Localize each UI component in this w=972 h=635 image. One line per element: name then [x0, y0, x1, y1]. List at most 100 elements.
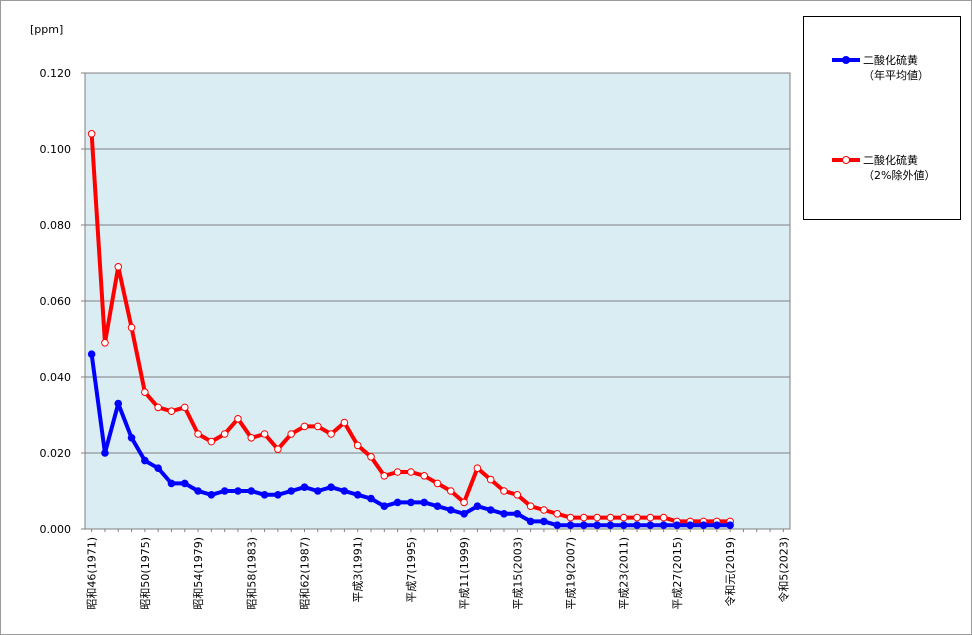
x-tick-label: 平成27(2015) — [671, 537, 684, 610]
legend-label-2pct-excluded-line2: （2%除外値） — [863, 169, 936, 182]
data-point — [367, 494, 375, 503]
data-point — [141, 388, 149, 397]
data-point — [393, 468, 402, 476]
data-point — [659, 513, 668, 522]
data-point — [420, 472, 428, 480]
x-tick-label: 令和元(2019) — [723, 537, 737, 607]
data-point — [699, 521, 708, 530]
data-point — [407, 498, 415, 507]
data-point — [127, 434, 136, 442]
legend-swatch-blue — [832, 56, 860, 64]
data-point — [327, 483, 335, 492]
y-tick-label: 0.120 — [40, 67, 72, 80]
x-tick-label: 令和5(2023) — [776, 537, 790, 603]
data-point — [141, 456, 149, 465]
data-point — [87, 350, 96, 359]
data-point — [420, 498, 428, 507]
data-point — [433, 502, 442, 511]
x-tick-label: 平成7(1995) — [405, 537, 418, 603]
data-point — [633, 521, 641, 530]
data-point — [540, 506, 548, 514]
data-point — [486, 475, 495, 484]
x-tick-label: 昭和54(1979) — [192, 537, 205, 610]
data-point — [313, 487, 322, 495]
data-point — [433, 479, 442, 488]
data-point — [659, 521, 668, 530]
legend-label-annual-mean-line2: （年平均値） — [863, 69, 929, 82]
data-point — [353, 491, 362, 499]
legend-swatch-red — [832, 156, 860, 164]
data-point — [646, 513, 655, 522]
x-tick-label: 昭和62(1987) — [298, 537, 311, 610]
y-tick-label: 0.020 — [40, 447, 72, 460]
data-point — [726, 521, 734, 530]
data-point — [593, 521, 601, 530]
data-point — [220, 487, 229, 495]
data-point — [473, 464, 482, 473]
y-tick-label: 0.060 — [40, 295, 72, 308]
data-point — [207, 437, 216, 446]
y-tick-label: 0.100 — [40, 143, 72, 156]
data-point — [633, 513, 641, 522]
data-point — [207, 491, 216, 499]
x-tick-labels: 昭和46(1971) 昭和50(1975) 昭和54(1979) 昭和58(1983)… — [86, 537, 791, 610]
data-point — [673, 521, 681, 530]
data-point — [180, 403, 189, 412]
data-point — [234, 415, 242, 423]
data-point — [194, 487, 202, 495]
data-point — [114, 263, 123, 271]
data-point — [247, 434, 256, 442]
data-point — [686, 521, 695, 530]
data-point — [367, 453, 375, 461]
data-point — [234, 487, 242, 495]
data-point — [486, 506, 495, 514]
data-point — [353, 441, 362, 450]
data-point — [473, 502, 482, 511]
x-tick-label: 昭和50(1975) — [139, 537, 152, 610]
x-tick-label: 平成3(1991) — [352, 537, 365, 603]
data-point — [300, 422, 309, 431]
data-point — [646, 521, 655, 530]
data-point — [593, 513, 601, 522]
legend-label-annual-mean-line1: 二酸化硫黄 — [863, 54, 918, 67]
data-point — [114, 399, 123, 408]
y-tick-label: 0.000 — [40, 523, 72, 536]
data-point — [287, 430, 295, 438]
legend-item-2pct-excluded: 二酸化硫黄 （2%除外値） — [832, 153, 957, 189]
data-point — [500, 487, 508, 495]
data-point — [407, 468, 415, 476]
data-point — [313, 422, 322, 431]
data-point — [553, 510, 562, 518]
data-point — [619, 521, 628, 530]
data-point — [460, 510, 468, 518]
data-point — [167, 407, 176, 416]
data-point — [713, 521, 721, 530]
x-tick-label: 昭和58(1983) — [245, 537, 258, 610]
data-point — [606, 513, 615, 522]
data-point — [526, 517, 535, 526]
data-point — [619, 513, 628, 522]
data-point — [447, 487, 455, 495]
data-point — [154, 464, 162, 473]
data-point — [526, 502, 535, 511]
data-point — [167, 479, 176, 488]
x-tick-label: 昭和46(1971) — [86, 537, 99, 610]
data-point — [513, 491, 522, 499]
data-point — [340, 418, 349, 427]
data-point — [460, 498, 468, 507]
legend-label-2pct-excluded-line1: 二酸化硫黄 — [863, 154, 918, 167]
legend-item-annual-mean: 二酸化硫黄 （年平均値） — [832, 53, 957, 89]
data-point — [101, 449, 109, 457]
x-tick-label: 平成11(1999) — [458, 537, 471, 610]
data-point — [380, 502, 389, 511]
data-point — [580, 513, 588, 522]
data-point — [101, 339, 109, 347]
data-point — [127, 323, 136, 332]
gridlines — [81, 72, 790, 532]
data-point — [260, 430, 269, 438]
data-point — [180, 479, 189, 488]
data-point — [447, 506, 455, 514]
data-point — [300, 483, 309, 492]
data-point — [327, 430, 335, 438]
